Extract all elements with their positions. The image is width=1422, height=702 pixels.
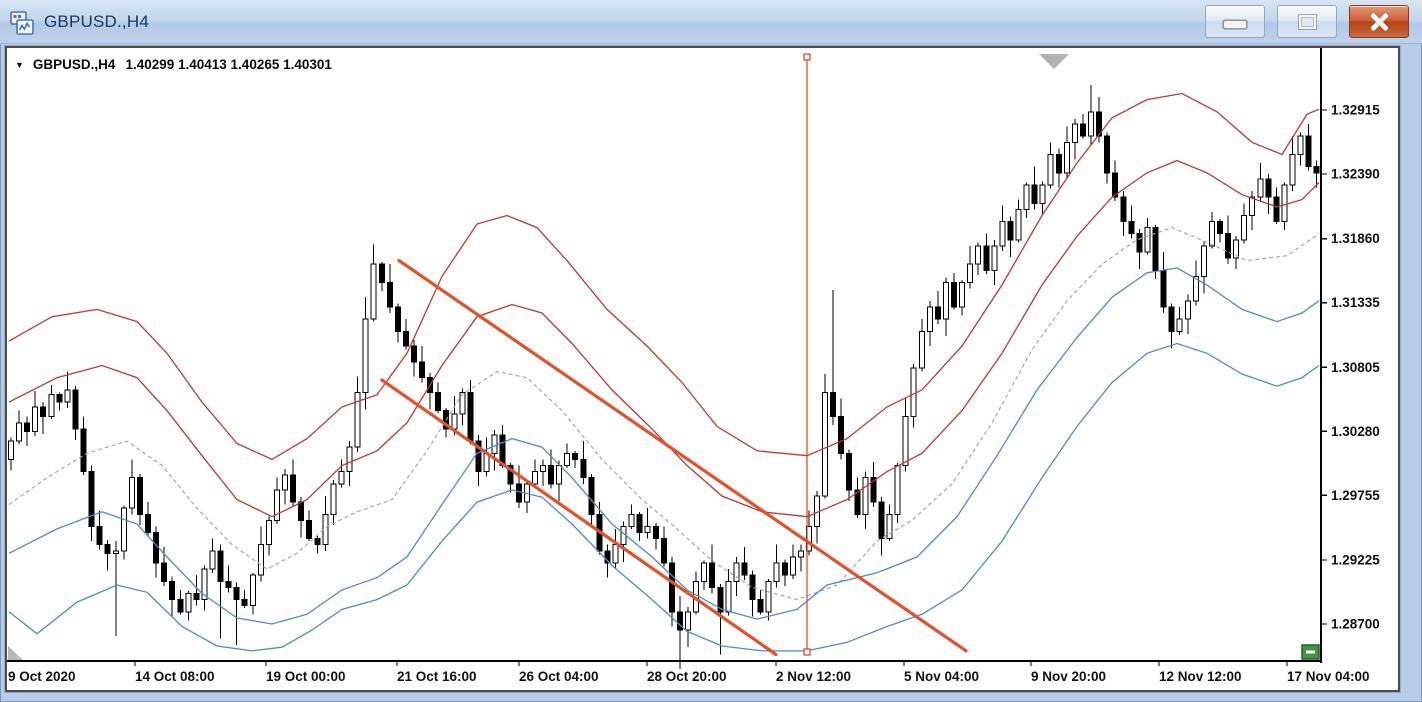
indicator-bands-layer (8, 92, 1320, 652)
channel-trendline-lower[interactable] (380, 378, 778, 657)
time-axis-label: 14 Oct 08:00 (135, 669, 215, 684)
price-chart-canvas[interactable]: 1.32915 1.32390 1.31860 1.31335 1.30805 1.302… (7, 48, 1398, 690)
axes-layer: 1.32915 1.32390 1.31860 1.31335 1.30805 1.302… (7, 48, 1380, 684)
price-axis-label: 1.29755 (1331, 488, 1380, 503)
price-axis-label: 1.29225 (1331, 552, 1380, 567)
middle-ma-dashed (8, 226, 1320, 601)
time-axis-label: 9 Oct 2020 (8, 669, 76, 684)
chart-area[interactable]: ▼ GBPUSD.,H4 1.40299 1.40413 1.40265 1.4… (5, 46, 1400, 692)
corner-wedge-icon (8, 646, 23, 660)
ohlc-label: ▼ GBPUSD.,H4 1.40299 1.40413 1.40265 1.4… (15, 57, 332, 72)
lower-envelope-outer (8, 342, 1320, 652)
time-axis-label: 19 Oct 00:00 (266, 669, 346, 684)
price-axis-label: 1.28700 (1331, 617, 1380, 632)
close-button[interactable] (1349, 5, 1409, 38)
ohlc-values: 1.40299 1.40413 1.40265 1.40301 (125, 57, 332, 72)
window-title: GBPUSD.,H4 (44, 11, 149, 31)
trend-channel-layer (380, 258, 968, 657)
time-axis-label: 21 Oct 16:00 (397, 669, 477, 684)
minimize-button[interactable] (1205, 5, 1265, 38)
time-axis-label: 2 Nov 12:00 (776, 669, 851, 684)
vline-selection-handle[interactable] (803, 648, 811, 656)
lower-envelope-inner (8, 267, 1320, 625)
time-axis-label: 5 Nov 04:00 (904, 669, 979, 684)
collapse-indicator-icon[interactable]: ▼ (15, 59, 24, 70)
price-axis-label: 1.32390 (1331, 166, 1380, 181)
price-axis-label: 1.31860 (1331, 231, 1380, 246)
price-axis-label: 1.32915 (1331, 102, 1380, 117)
time-axis-label: 28 Oct 20:00 (647, 669, 727, 684)
chart-document-icon (9, 10, 35, 36)
markers-layer (8, 54, 1320, 660)
window-controls (1205, 5, 1409, 38)
price-axis-label: 1.30280 (1331, 424, 1380, 439)
minimize-icon (1223, 20, 1247, 29)
window-titlebar[interactable]: GBPUSD.,H4 (0, 0, 1422, 44)
candles-layer (8, 84, 1320, 670)
symbol-period-label: GBPUSD.,H4 (32, 57, 116, 72)
close-icon (1367, 11, 1391, 33)
vertical-line-layer (803, 53, 811, 656)
chart-shift-marker-icon[interactable] (1039, 54, 1069, 69)
restore-icon (1298, 14, 1316, 29)
time-axis-label: 17 Nov 04:00 (1287, 669, 1370, 684)
price-axis-label: 1.31335 (1331, 295, 1380, 310)
upper-envelope-outer (8, 92, 1320, 461)
time-axis-label: 12 Nov 12:00 (1159, 669, 1242, 684)
restore-button[interactable] (1277, 5, 1337, 38)
time-axis-label: 26 Oct 04:00 (519, 669, 599, 684)
price-axis-label: 1.30805 (1331, 360, 1380, 375)
time-axis-label: 9 Nov 20:00 (1031, 669, 1106, 684)
channel-trendline-upper[interactable] (397, 258, 968, 653)
vline-selection-handle[interactable] (803, 53, 811, 61)
expert-status-dash-icon (1306, 650, 1315, 654)
